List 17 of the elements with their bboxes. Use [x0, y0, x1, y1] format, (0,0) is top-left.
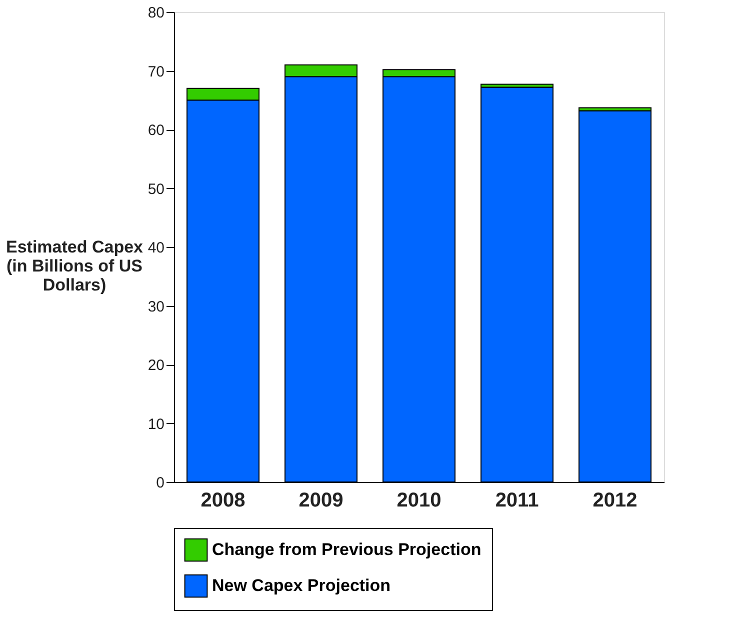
- x-tick-label: 2008: [200, 490, 246, 512]
- legend-label: Change from Previous Projection: [212, 540, 482, 559]
- x-tick-label: 2009: [298, 490, 344, 512]
- y-tick-label: 70: [148, 63, 164, 80]
- y-tick-label: 60: [148, 122, 164, 139]
- y-tick-label: 40: [148, 240, 164, 256]
- y-tick-label: 50: [148, 180, 164, 198]
- y-tick-label: 20: [148, 357, 164, 374]
- x-tick-label: 2012: [592, 490, 638, 512]
- y-axis-title: Estimated Capex (in Billions of US Dollars): [6, 238, 144, 294]
- y-tick-label: 10: [148, 416, 164, 433]
- y-tick-label: 30: [148, 298, 164, 316]
- x-tick-label: 2010: [396, 490, 442, 512]
- x-tick-label: 2011: [495, 490, 539, 512]
- y-tick-label: 80: [148, 4, 164, 22]
- y-tick-label: 0: [156, 474, 164, 492]
- legend-label: New Capex Projection: [212, 576, 391, 595]
